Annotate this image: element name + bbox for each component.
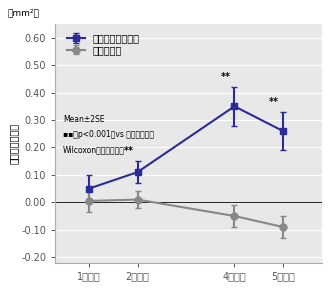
Text: **: ** — [269, 97, 279, 107]
Text: Wilcoxonの順位和検定: Wilcoxonの順位和検定 — [63, 146, 125, 155]
Legend: ビマトプロスト群, プラセボ群: ビマトプロスト群, プラセボ群 — [65, 31, 142, 57]
Text: （mm²）: （mm²） — [7, 8, 39, 17]
Text: Mean±2SE: Mean±2SE — [63, 115, 105, 124]
Text: **: ** — [221, 72, 231, 82]
Y-axis label: 変化量の平均値: 変化量の平均値 — [8, 123, 18, 164]
Text: ▪▪：p<0.001（vs プラセボ群）: ▪▪：p<0.001（vs プラセボ群） — [63, 130, 154, 139]
Text: **: ** — [124, 146, 134, 156]
